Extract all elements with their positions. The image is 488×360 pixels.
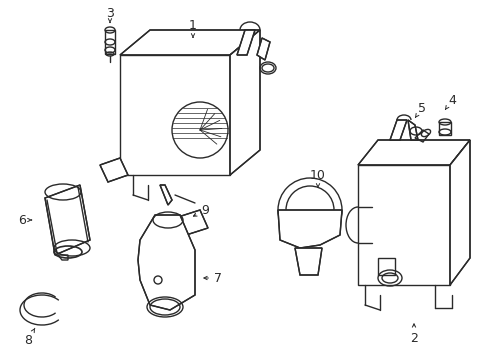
- Text: 9: 9: [193, 203, 208, 216]
- Text: 4: 4: [445, 94, 455, 109]
- Polygon shape: [100, 158, 128, 182]
- Polygon shape: [237, 30, 254, 55]
- Polygon shape: [160, 185, 172, 205]
- Polygon shape: [294, 248, 321, 275]
- Text: 2: 2: [409, 324, 417, 345]
- Polygon shape: [120, 30, 260, 55]
- Text: 7: 7: [203, 271, 222, 284]
- Text: 6: 6: [18, 213, 32, 226]
- Text: 1: 1: [189, 18, 197, 37]
- Polygon shape: [138, 215, 195, 310]
- Polygon shape: [45, 185, 90, 255]
- Polygon shape: [389, 120, 406, 140]
- Polygon shape: [229, 30, 260, 175]
- Polygon shape: [449, 140, 469, 285]
- Polygon shape: [407, 120, 417, 140]
- Text: 10: 10: [309, 168, 325, 187]
- Text: 3: 3: [106, 6, 114, 22]
- Polygon shape: [278, 210, 341, 248]
- Text: 8: 8: [24, 328, 35, 346]
- Polygon shape: [357, 140, 469, 165]
- Polygon shape: [257, 38, 269, 60]
- Polygon shape: [175, 210, 207, 236]
- Text: 5: 5: [414, 102, 425, 117]
